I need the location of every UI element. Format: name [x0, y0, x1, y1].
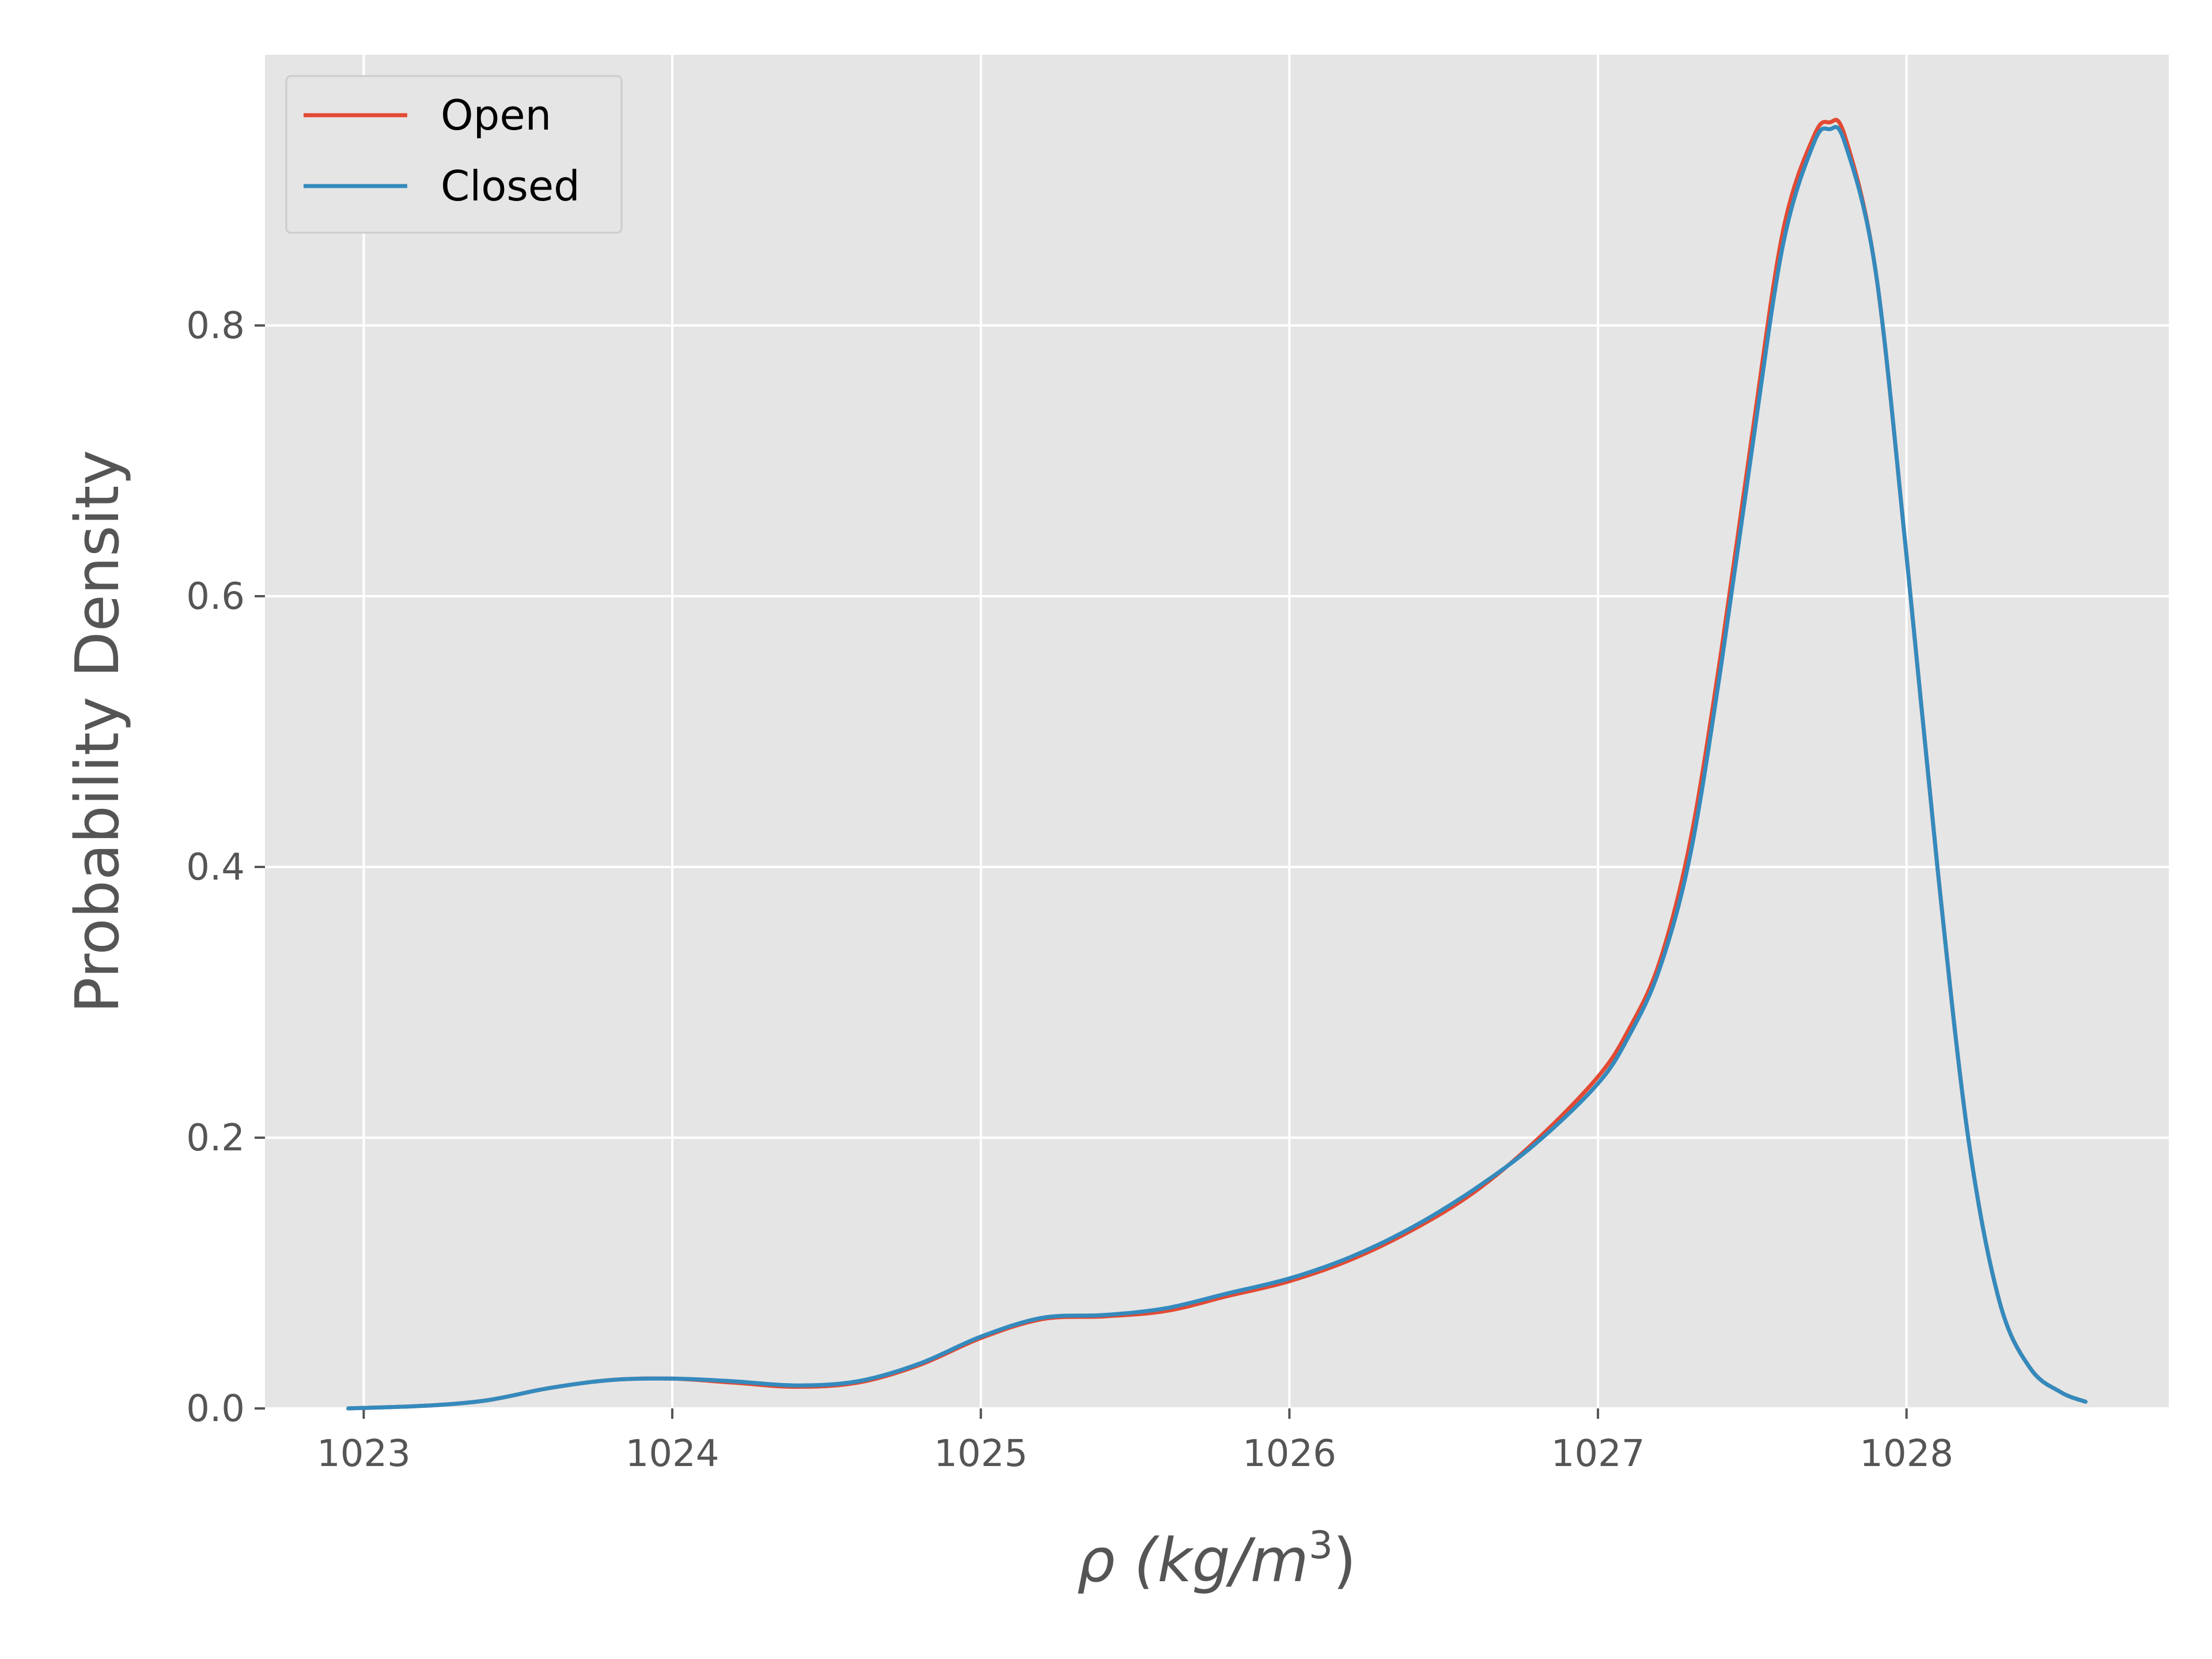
series-line-closed	[346, 125, 2088, 1411]
x-tick-label: 1024	[626, 1433, 719, 1475]
y-axis-label: Probability Density	[62, 450, 132, 1013]
x-tick-label: 1023	[317, 1433, 411, 1475]
y-tick-label: 0.8	[186, 305, 245, 347]
x-axis-label-close: )	[1333, 1525, 1357, 1596]
x-axis-label-main: ρ (kg/m	[1077, 1525, 1309, 1596]
legend-label-open: Open	[441, 91, 551, 139]
x-tick-label: 1026	[1243, 1433, 1336, 1475]
y-tick-label: 0.4	[186, 846, 245, 889]
axis-ticks: 1023 1024 1025 1026 1027 1028 0.0 0.2 0.4 0.6 0.8	[186, 305, 1953, 1475]
x-axis-label: ρ (kg/m3)	[1077, 1523, 1357, 1596]
x-tick-label: 1028	[1859, 1433, 1953, 1475]
y-tick-label: 0.6	[186, 575, 245, 618]
legend: Open Closed	[285, 75, 623, 234]
y-tick-label: 0.0	[186, 1388, 245, 1430]
legend-label-closed: Closed	[441, 162, 580, 210]
plot-area	[265, 55, 2169, 1408]
x-tick-label: 1027	[1551, 1433, 1645, 1475]
y-tick-label: 0.2	[186, 1117, 245, 1160]
x-tick-label: 1025	[934, 1433, 1028, 1475]
grid	[265, 55, 2169, 1410]
x-axis-label-sup: 3	[1309, 1523, 1333, 1567]
series-lines	[346, 118, 2088, 1411]
